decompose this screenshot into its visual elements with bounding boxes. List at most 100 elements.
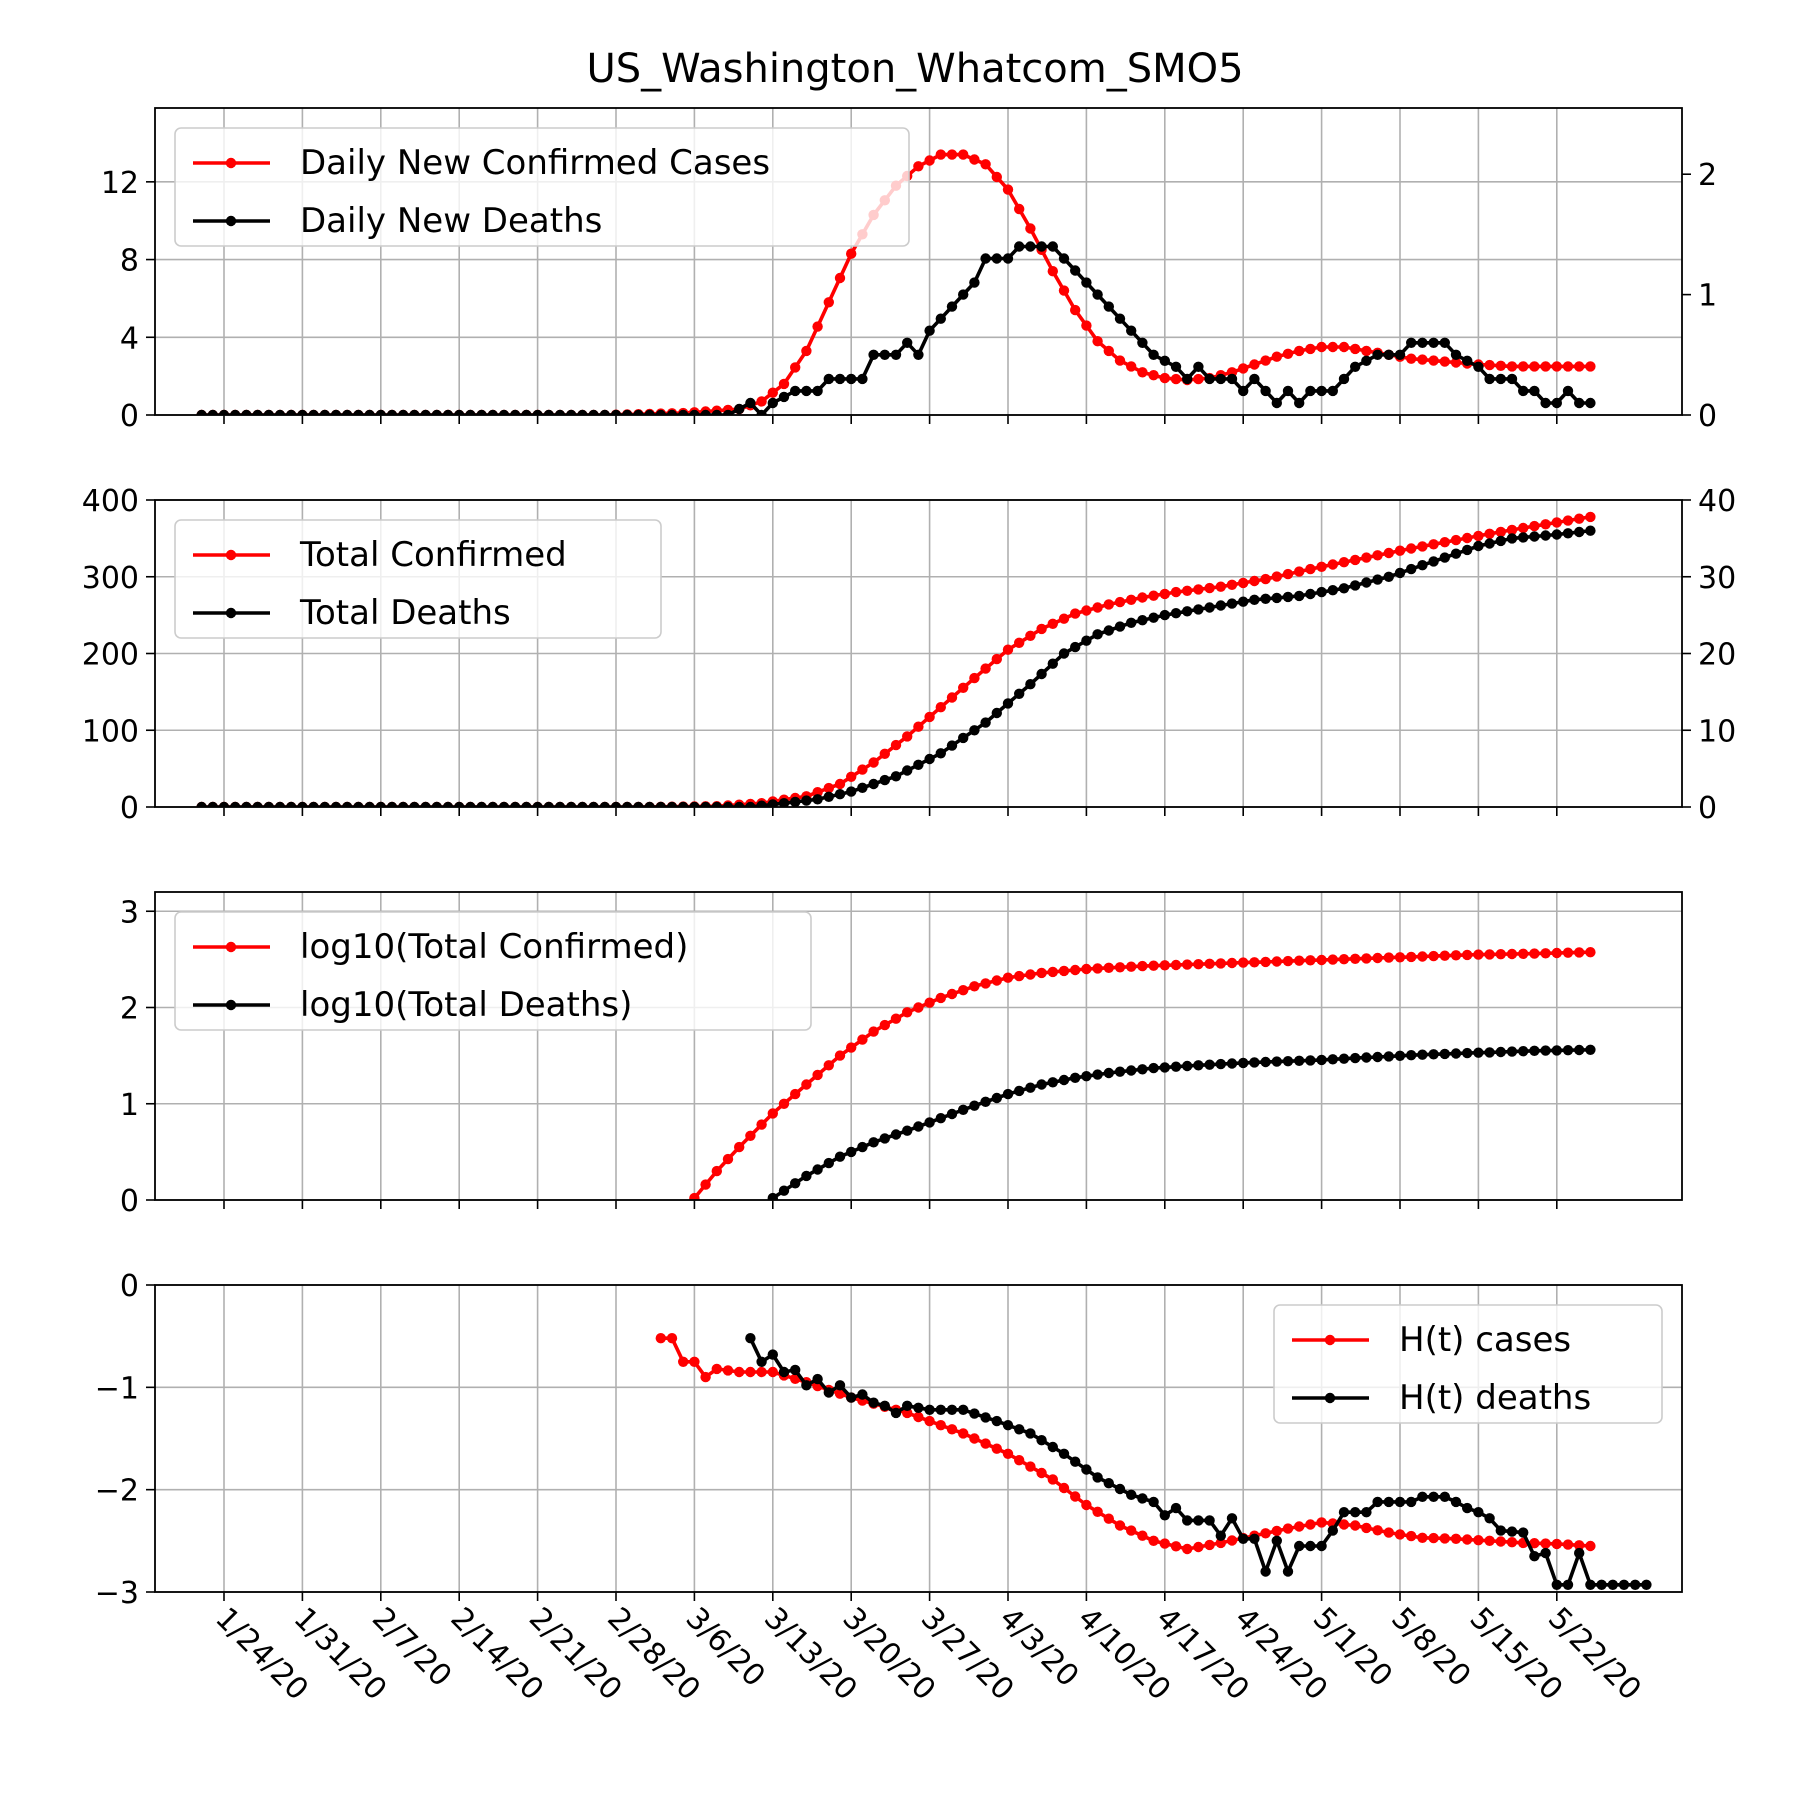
data-point xyxy=(1428,950,1439,962)
data-point xyxy=(1327,1054,1339,1065)
data-point xyxy=(1238,1057,1249,1069)
data-point xyxy=(801,1079,812,1090)
data-point xyxy=(1361,1522,1372,1534)
data-point xyxy=(1025,241,1036,252)
data-point xyxy=(364,409,375,415)
data-point xyxy=(1540,1547,1551,1559)
data-point xyxy=(610,801,622,807)
y2-tick-label: 2 xyxy=(1698,158,1717,193)
data-point xyxy=(577,801,588,807)
data-point xyxy=(633,409,644,415)
data-point xyxy=(1607,1579,1619,1591)
y2-tick-label: 0 xyxy=(1698,399,1717,434)
data-point xyxy=(1058,253,1070,264)
plot-area xyxy=(655,1333,1652,1591)
data-point xyxy=(442,801,454,807)
data-point xyxy=(756,1119,767,1130)
data-point xyxy=(1092,602,1103,613)
data-point xyxy=(846,771,857,782)
data-point xyxy=(969,277,980,288)
data-point xyxy=(566,801,577,807)
data-point xyxy=(700,1179,711,1190)
data-point xyxy=(756,1366,767,1378)
data-point xyxy=(890,349,902,360)
data-point xyxy=(913,1411,924,1423)
data-point xyxy=(1596,1579,1607,1591)
data-point xyxy=(913,161,924,172)
data-point xyxy=(1562,947,1574,958)
data-point xyxy=(812,1069,823,1081)
data-point xyxy=(1574,397,1585,409)
data-point xyxy=(1159,588,1171,600)
data-point xyxy=(1450,1048,1462,1059)
data-point xyxy=(1450,950,1462,961)
data-point xyxy=(655,801,666,807)
data-point xyxy=(465,409,476,415)
data-point xyxy=(823,297,834,308)
data-point xyxy=(1417,1532,1428,1544)
data-point xyxy=(678,409,689,415)
data-point xyxy=(1383,1496,1395,1508)
data-point xyxy=(498,801,510,807)
data-point xyxy=(1081,320,1092,331)
data-point xyxy=(1428,337,1439,348)
axes-frame xyxy=(154,107,1683,416)
data-point xyxy=(1562,515,1574,526)
data-point xyxy=(1361,552,1372,563)
data-point xyxy=(1014,1455,1025,1466)
data-point xyxy=(902,1007,913,1018)
data-point xyxy=(890,1129,902,1140)
data-point xyxy=(1529,361,1540,372)
data-point xyxy=(1058,648,1070,659)
data-point xyxy=(442,409,454,415)
data-point xyxy=(1450,1496,1462,1508)
plot-area xyxy=(196,511,1596,807)
data-point xyxy=(745,1366,756,1378)
data-point xyxy=(924,753,935,765)
data-point xyxy=(1226,1058,1238,1069)
data-point xyxy=(1148,1062,1159,1074)
data-point xyxy=(767,397,778,409)
data-point xyxy=(655,409,666,415)
data-point xyxy=(935,313,946,324)
data-point xyxy=(1551,1579,1563,1591)
y-tick-label: −3 xyxy=(95,1576,139,1611)
data-point xyxy=(1350,554,1361,566)
data-point xyxy=(274,409,286,415)
data-point xyxy=(1305,563,1316,575)
data-point xyxy=(980,1438,991,1449)
data-point xyxy=(678,801,689,807)
data-point xyxy=(1484,1047,1495,1058)
data-point xyxy=(1249,1057,1260,1068)
data-point xyxy=(1092,963,1103,974)
data-point xyxy=(1249,373,1260,385)
data-point xyxy=(946,740,958,751)
data-point xyxy=(790,1088,801,1100)
data-point xyxy=(1103,301,1115,312)
data-point xyxy=(1495,1525,1507,1536)
data-point xyxy=(1070,641,1081,653)
data-point xyxy=(1506,361,1518,372)
data-point xyxy=(1551,1538,1563,1550)
data-point xyxy=(1182,1515,1193,1526)
data-point xyxy=(946,149,958,160)
data-point xyxy=(722,409,734,415)
data-point xyxy=(1473,1535,1484,1546)
data-point xyxy=(812,1373,823,1385)
data-point xyxy=(1506,1046,1518,1057)
data-point xyxy=(1137,1530,1148,1541)
data-point xyxy=(1014,637,1025,648)
data-point xyxy=(1372,1525,1383,1536)
data-point xyxy=(890,1013,902,1024)
data-point xyxy=(767,799,778,807)
data-point xyxy=(364,801,375,807)
data-point xyxy=(1159,609,1171,621)
data-point xyxy=(1103,599,1115,610)
data-point xyxy=(1294,566,1305,577)
data-point xyxy=(767,1108,778,1119)
data-point xyxy=(1551,529,1563,540)
data-point xyxy=(991,1415,1002,1427)
data-point xyxy=(767,387,778,398)
data-point xyxy=(398,409,409,415)
data-point xyxy=(1081,963,1092,975)
